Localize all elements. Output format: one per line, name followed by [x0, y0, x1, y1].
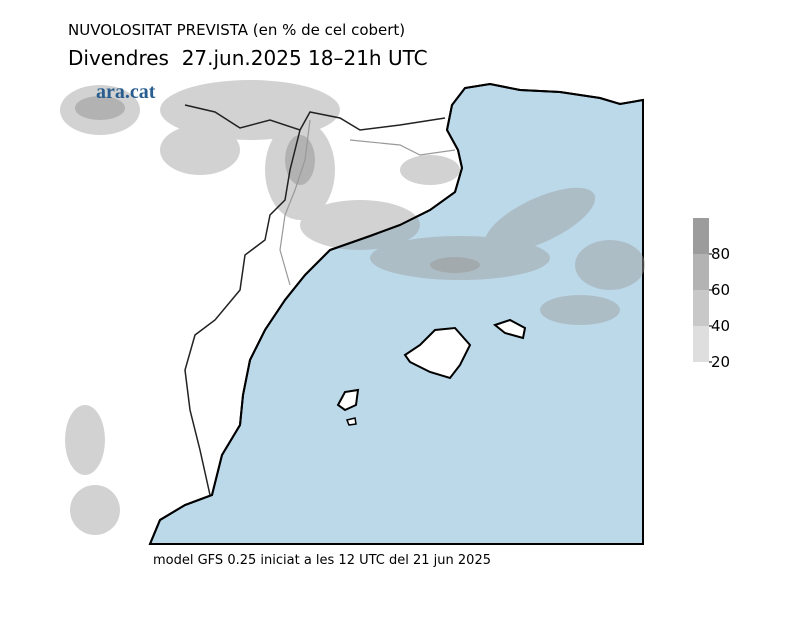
- coastline: [149, 82, 644, 545]
- watermark: ara.cat: [96, 81, 156, 103]
- border: [184, 104, 446, 131]
- title: NUVOLOSITAT PREVISTA (en % de cel cobert…: [68, 21, 405, 39]
- colorbar-band: [693, 218, 709, 254]
- mallorca: [403, 326, 472, 380]
- menorca: [492, 318, 527, 340]
- border: [184, 129, 301, 496]
- colorbar: 20 40 60 80: [693, 218, 730, 371]
- colorbar-band: [693, 326, 709, 362]
- colorbar-band: [693, 254, 709, 290]
- clouds: [60, 80, 645, 535]
- colorbar-label: 60: [711, 281, 730, 299]
- clouds-dense: [75, 96, 480, 273]
- colorbar-band: [693, 290, 709, 326]
- subtitle: Divendres 27.jun.2025 18–21h UTC: [68, 46, 428, 70]
- colorbar-label: 20: [711, 353, 730, 371]
- region-border: [279, 119, 456, 286]
- colorbar-label: 80: [711, 245, 730, 263]
- colorbar-label: 40: [711, 317, 730, 335]
- footer: model GFS 0.25 iniciat a les 12 UTC del …: [153, 553, 491, 568]
- map: ara.cat: [60, 72, 645, 545]
- formentera: [345, 417, 357, 426]
- eivissa: [336, 388, 360, 412]
